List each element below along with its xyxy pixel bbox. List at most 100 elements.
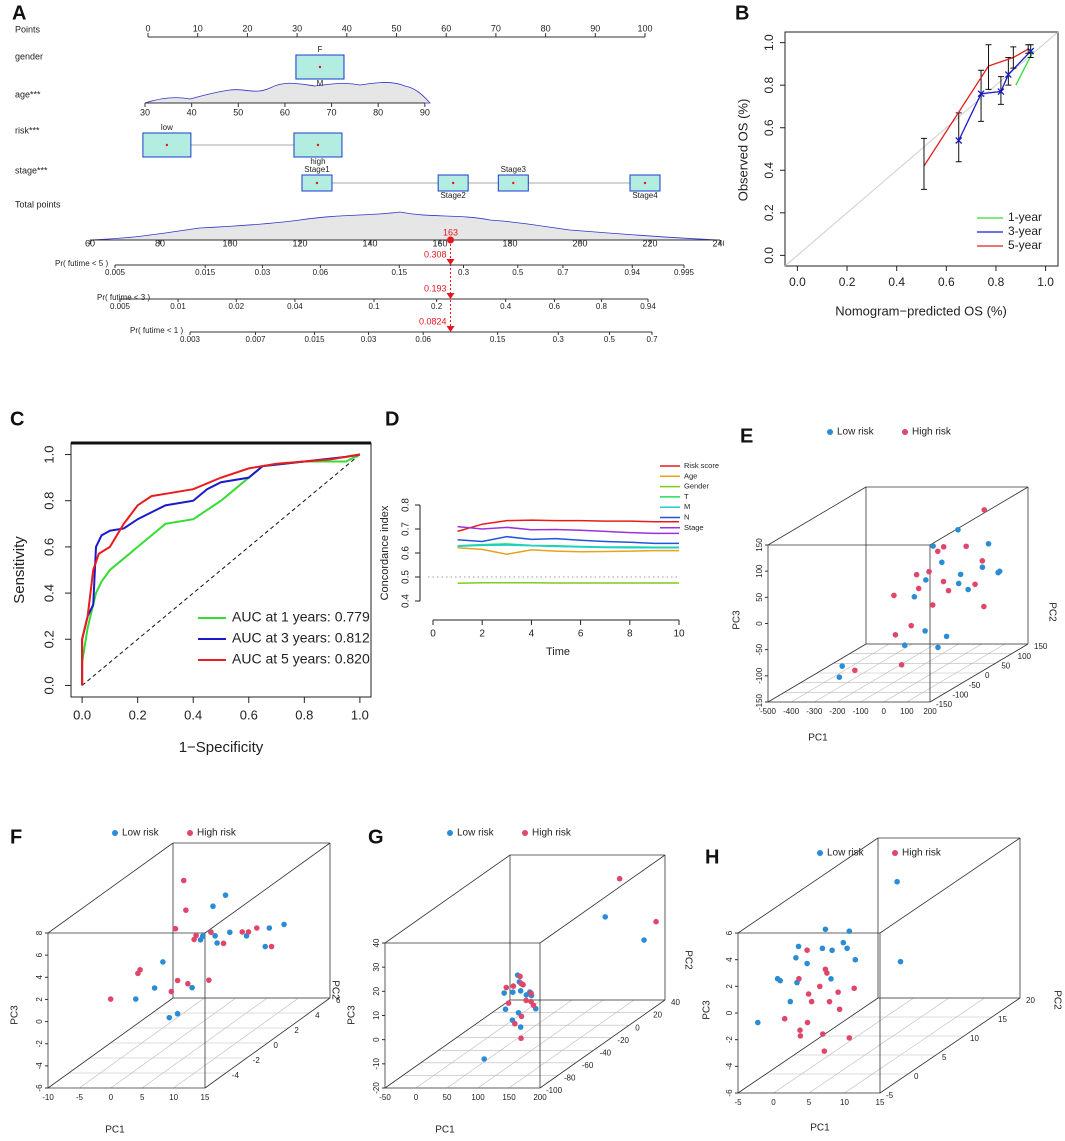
x-tick-label: 6 bbox=[578, 629, 584, 640]
y-tick-label: -100 bbox=[952, 690, 969, 699]
z-tick-label: -2 bbox=[35, 1040, 44, 1048]
point bbox=[518, 980, 525, 987]
y-tick-label: -5 bbox=[886, 1091, 894, 1100]
y-tick-label: 0.2 bbox=[762, 204, 776, 221]
level-dot bbox=[643, 181, 647, 185]
point bbox=[616, 875, 623, 882]
level-label: low bbox=[161, 123, 173, 132]
point bbox=[172, 925, 179, 932]
plot-frame bbox=[784, 31, 1059, 267]
point bbox=[840, 939, 847, 946]
x-tick-label: 0 bbox=[771, 1098, 776, 1107]
panel-letter: G bbox=[368, 826, 384, 848]
point bbox=[836, 674, 843, 680]
point bbox=[137, 966, 143, 973]
tick-label: 0.7 bbox=[646, 335, 658, 344]
y-axis-label: PC2 bbox=[682, 950, 693, 970]
y-tick-label: 0.5 bbox=[401, 570, 412, 584]
tick-label: 0.005 bbox=[105, 268, 126, 277]
z-tick-label: 6 bbox=[725, 930, 734, 935]
y-axis-label: Sensitivity bbox=[11, 536, 28, 604]
y-tick-label: 0.4 bbox=[762, 162, 776, 179]
z-tick-label: 2 bbox=[725, 984, 734, 989]
x-tick-label: 100 bbox=[900, 707, 914, 716]
tick-label: 180 bbox=[502, 238, 517, 248]
legend-label: Low risk bbox=[837, 427, 875, 438]
z-tick-label: 4 bbox=[35, 975, 44, 980]
legend-label: Low risk bbox=[827, 848, 865, 859]
point bbox=[206, 977, 212, 983]
tick-label: 70 bbox=[327, 107, 337, 117]
point bbox=[908, 622, 915, 629]
y-tick-label: 50 bbox=[1001, 661, 1010, 670]
z-tick-label: 2 bbox=[35, 997, 44, 1002]
x-tick-label: 200 bbox=[533, 1093, 547, 1102]
y-tick-label: -2 bbox=[253, 1056, 261, 1065]
prob-value: 0.193 bbox=[424, 283, 447, 293]
y-tick-label: -20 bbox=[617, 1036, 629, 1045]
tick-label: 160 bbox=[432, 238, 447, 248]
tick-label: 220 bbox=[642, 238, 657, 248]
tick-label: 40 bbox=[187, 107, 197, 117]
point bbox=[189, 984, 195, 991]
x-tick-label: 0.4 bbox=[184, 707, 202, 722]
x-tick-label: 8 bbox=[627, 629, 633, 640]
point bbox=[518, 1035, 524, 1042]
point bbox=[934, 548, 941, 555]
panel-a: Points 0 10 20 30 40 50 60 70 80 90 100 gender F Mage*… bbox=[15, 23, 724, 344]
point bbox=[955, 526, 961, 533]
point bbox=[819, 945, 826, 952]
z-tick-label: -10 bbox=[372, 1058, 381, 1070]
z-tick-label: 6 bbox=[35, 952, 44, 957]
y-tick-label: 0 bbox=[635, 1023, 640, 1032]
point bbox=[517, 1024, 524, 1030]
point bbox=[922, 628, 928, 634]
level-dot bbox=[315, 181, 319, 185]
x-tick-label: 0.0 bbox=[789, 275, 806, 289]
tick-label: 0.003 bbox=[180, 335, 201, 344]
legend-swatch bbox=[447, 830, 453, 836]
point bbox=[898, 662, 905, 668]
x-tick-label: 50 bbox=[443, 1093, 452, 1102]
z-tick-label: -6 bbox=[725, 1089, 734, 1097]
z-tick-label: -4 bbox=[725, 1062, 734, 1070]
point bbox=[808, 998, 815, 1005]
legend-label: Stage bbox=[684, 523, 704, 532]
point-marker bbox=[997, 88, 1005, 96]
z-tick-label: 4 bbox=[725, 957, 734, 962]
point bbox=[829, 947, 835, 954]
error-bar bbox=[978, 69, 985, 122]
panel-letter: E bbox=[740, 425, 753, 447]
x-tick-label: 150 bbox=[502, 1093, 516, 1102]
legend-label: Low risk bbox=[122, 828, 160, 839]
x-tick-label: 0.4 bbox=[888, 275, 905, 289]
x-tick-label: -50 bbox=[379, 1093, 391, 1102]
point bbox=[897, 958, 904, 965]
y-tick-label: 0.4 bbox=[41, 584, 56, 602]
x-tick-label: 1.0 bbox=[351, 707, 369, 722]
x-axis-label: PC1 bbox=[808, 733, 828, 744]
box-edge bbox=[204, 842, 331, 934]
level-label: Stage1 bbox=[304, 165, 330, 174]
y-tick-label: 1.0 bbox=[41, 446, 56, 464]
x-tick-label: 0.8 bbox=[295, 707, 313, 722]
level-label: Stage2 bbox=[440, 191, 466, 200]
point bbox=[979, 564, 986, 570]
z-tick-label: -20 bbox=[372, 1082, 381, 1094]
z-tick-label: 0 bbox=[35, 1019, 44, 1024]
prob-marker bbox=[446, 293, 455, 299]
x-tick-label: 0.6 bbox=[240, 707, 258, 722]
tick-label: 0.02 bbox=[228, 302, 244, 311]
point bbox=[501, 990, 507, 996]
z-tick-label: -150 bbox=[755, 693, 764, 710]
x-tick-label: 0 bbox=[109, 1093, 114, 1102]
box-edge bbox=[384, 854, 511, 944]
y-tick-label: 100 bbox=[1018, 652, 1032, 661]
y-tick-label: 0.2 bbox=[41, 630, 56, 648]
y-tick-label: 0 bbox=[914, 1072, 919, 1081]
x-axis-label: PC1 bbox=[435, 1125, 455, 1136]
z-axis-label: PC3 bbox=[10, 1005, 21, 1025]
point bbox=[793, 955, 799, 961]
tick-label: 80 bbox=[373, 107, 383, 117]
